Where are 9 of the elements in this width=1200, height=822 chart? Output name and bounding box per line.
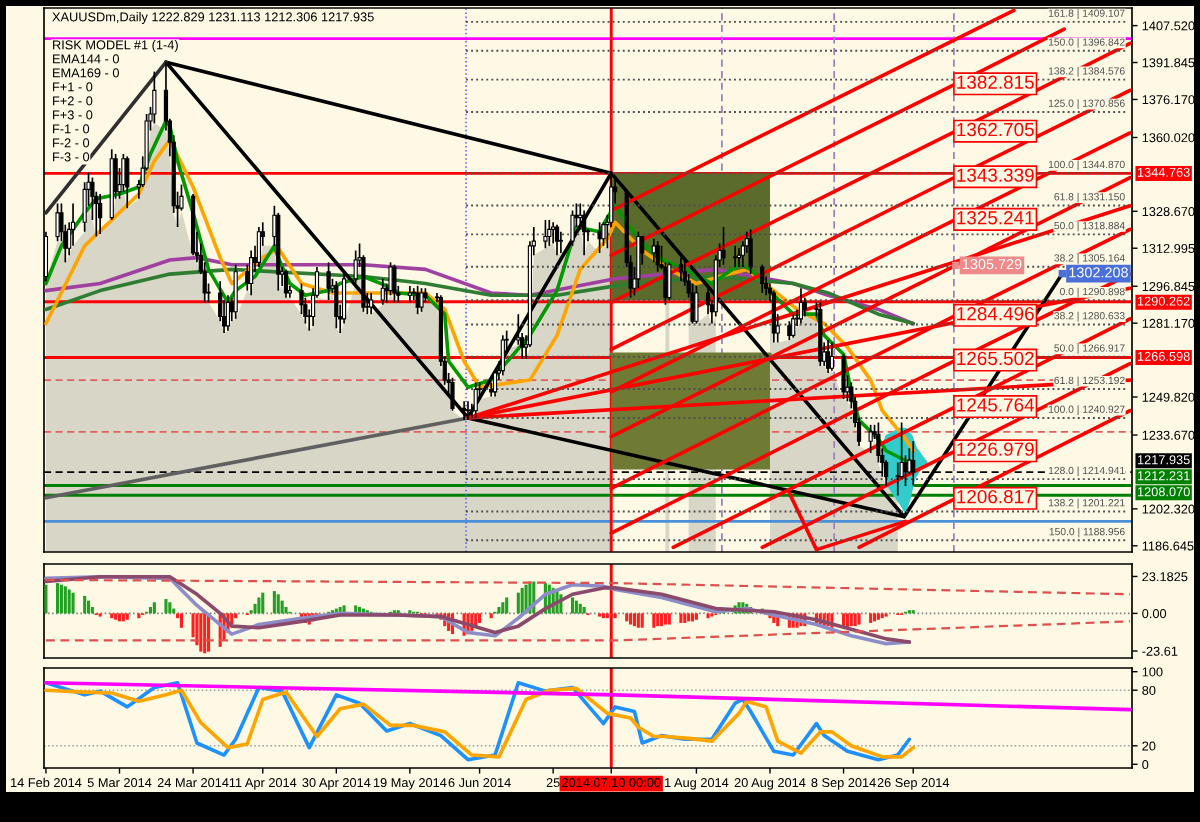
data-label: 1325.241 — [957, 211, 1034, 225]
data-label: 1382.815 — [957, 75, 1034, 89]
data-label: 1245.764 — [957, 398, 1035, 412]
data-label: 1343.339 — [957, 168, 1034, 182]
data-label: 1226.979 — [957, 442, 1034, 456]
data-label: 1284.496 — [957, 307, 1034, 321]
data-label: 1362.705 — [957, 122, 1034, 137]
data-label: 1206.817 — [957, 489, 1034, 504]
data-label: 1265.502 — [957, 351, 1034, 366]
